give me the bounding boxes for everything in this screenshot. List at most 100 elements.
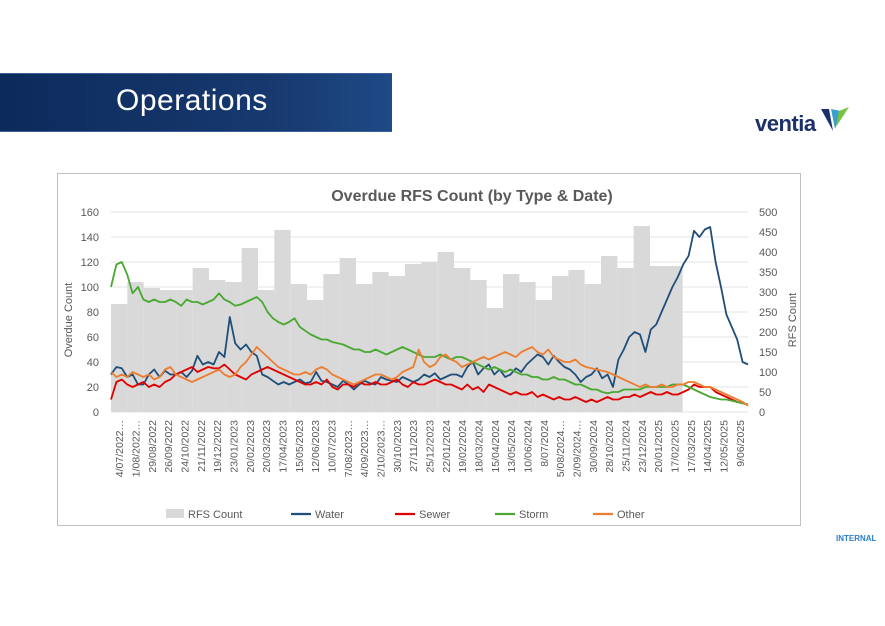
x-tick-label: 22/01/2024: [441, 420, 453, 473]
y-tick-label: 120: [81, 257, 99, 269]
y2-tick-label: 250: [759, 307, 777, 319]
rfs-bar: [307, 300, 324, 412]
rfs-bar: [405, 264, 422, 412]
x-tick-label: 7/08/2023…: [343, 420, 355, 477]
rfs-bar: [633, 226, 650, 412]
y-tick-label: 20: [87, 382, 99, 394]
rfs-bar: [617, 268, 634, 412]
x-tick-label: 9/06/2025: [735, 420, 747, 467]
x-tick-label: 23/01/2023: [229, 420, 241, 473]
x-tick-label: 15/05/2023: [294, 420, 306, 473]
x-tick-label: 8/07/2024: [539, 420, 551, 467]
y2-tick-label: 50: [759, 387, 771, 399]
y2-tick-label: 0: [759, 407, 765, 419]
x-tick-label: 18/03/2024: [474, 420, 486, 473]
x-tick-label: 28/10/2024: [604, 420, 616, 473]
x-tick-label: 27/11/2023: [408, 420, 420, 472]
x-tick-label: 4/07/2022…: [114, 420, 126, 477]
rfs-bar: [176, 290, 193, 412]
x-tick-label: 19/02/2024: [457, 420, 469, 473]
y-tick-label: 160: [81, 207, 99, 219]
x-tick-label: 29/08/2022: [147, 420, 159, 473]
section-title-banner: Operations: [0, 73, 392, 132]
rfs-bar: [258, 290, 275, 412]
x-tick-label: 26/09/2022: [163, 420, 175, 473]
x-tick-label: 10/06/2024: [523, 420, 535, 473]
x-tick-label: 2/09/2024…: [572, 420, 584, 477]
rfs-bar: [535, 300, 552, 412]
y-tick-label: 40: [87, 357, 99, 369]
rfs-bar: [111, 304, 128, 412]
x-tick-label: 17/03/2025: [686, 420, 698, 473]
rfs-bar: [372, 272, 389, 412]
x-tick-label: 14/04/2025: [702, 420, 714, 473]
legend-label: Storm: [519, 509, 548, 521]
rfs-bar: [470, 280, 487, 412]
rfs-bar: [601, 256, 618, 412]
x-tick-label: 25/12/2023: [425, 420, 437, 473]
x-tick-label: 2/10/2023…: [376, 420, 388, 477]
x-tick-label: 23/12/2024: [637, 420, 649, 473]
rfs-bar: [143, 288, 160, 412]
y2-tick-label: 100: [759, 367, 777, 379]
x-tick-label: 20/01/2025: [653, 420, 665, 473]
x-tick-label: 21/11/2022: [196, 420, 208, 472]
y-tick-label: 100: [81, 282, 99, 294]
chart-title: Overdue RFS Count (by Type & Date): [331, 188, 613, 205]
x-tick-label: 24/10/2022: [180, 420, 192, 473]
rfs-bar: [437, 252, 454, 412]
y2-tick-label: 200: [759, 327, 777, 339]
x-tick-label: 19/12/2022: [212, 420, 224, 473]
legend-label: Sewer: [419, 509, 451, 521]
rfs-bar: [666, 266, 683, 412]
rfs-bar: [127, 282, 144, 412]
x-tick-label: 30/09/2024: [588, 420, 600, 473]
rfs-bar: [388, 276, 405, 412]
y-tick-label: 0: [93, 407, 99, 419]
x-tick-label: 17/02/2025: [670, 420, 682, 473]
logo-text: ventia: [755, 111, 816, 136]
x-tick-label: 10/07/2023: [327, 420, 339, 473]
legend-rfs-swatch: [166, 509, 184, 518]
rfs-bar: [209, 280, 226, 412]
rfs-bar: [339, 258, 356, 412]
x-tick-label: 17/04/2023: [278, 420, 290, 473]
x-tick-label: 1/08/2022…: [131, 420, 143, 477]
y-axis-label: Overdue Count: [63, 283, 75, 358]
x-tick-label: 20/03/2023: [261, 420, 273, 473]
legend-label: Other: [617, 509, 645, 521]
y2-tick-label: 150: [759, 347, 777, 359]
y-tick-label: 140: [81, 232, 99, 244]
rfs-bar: [584, 284, 601, 412]
rfs-bar: [356, 284, 373, 412]
x-tick-label: 20/02/2023: [245, 420, 257, 473]
section-title: Operations: [116, 84, 268, 117]
classification-label: INTERNAL: [836, 534, 877, 543]
rfs-bar: [225, 282, 242, 412]
ventia-logo: ventia: [755, 105, 855, 139]
x-tick-label: 13/05/2024: [506, 420, 518, 473]
x-tick-label: 5/08/2024…: [555, 420, 567, 477]
y-tick-label: 60: [87, 332, 99, 344]
x-tick-label: 25/11/2024: [621, 420, 633, 472]
logo-mark-icon: [821, 107, 849, 131]
y2-tick-label: 350: [759, 267, 777, 279]
storm-series-line: [110, 261, 749, 406]
x-tick-label: 12/06/2023: [310, 420, 322, 473]
rfs-bar: [650, 266, 667, 412]
x-tick-label: 15/04/2024: [490, 420, 502, 473]
rfs-bar: [552, 276, 569, 412]
rfs-bar: [192, 268, 209, 412]
rfs-bar: [503, 274, 520, 412]
x-tick-label: 12/05/2025: [719, 420, 731, 473]
y-tick-label: 80: [87, 307, 99, 319]
rfs-bar: [160, 290, 177, 412]
rfs-bar: [454, 268, 471, 412]
rfs-bar: [421, 262, 438, 412]
y2-tick-label: 400: [759, 247, 777, 259]
rfs-bar: [323, 274, 340, 412]
overdue-rfs-chart: Overdue RFS Count (by Type & Date) Overd…: [63, 188, 799, 521]
other-series-line: [110, 346, 749, 407]
chart-container: Overdue RFS Count (by Type & Date) Overd…: [57, 173, 801, 526]
y2-tick-label: 450: [759, 227, 777, 239]
